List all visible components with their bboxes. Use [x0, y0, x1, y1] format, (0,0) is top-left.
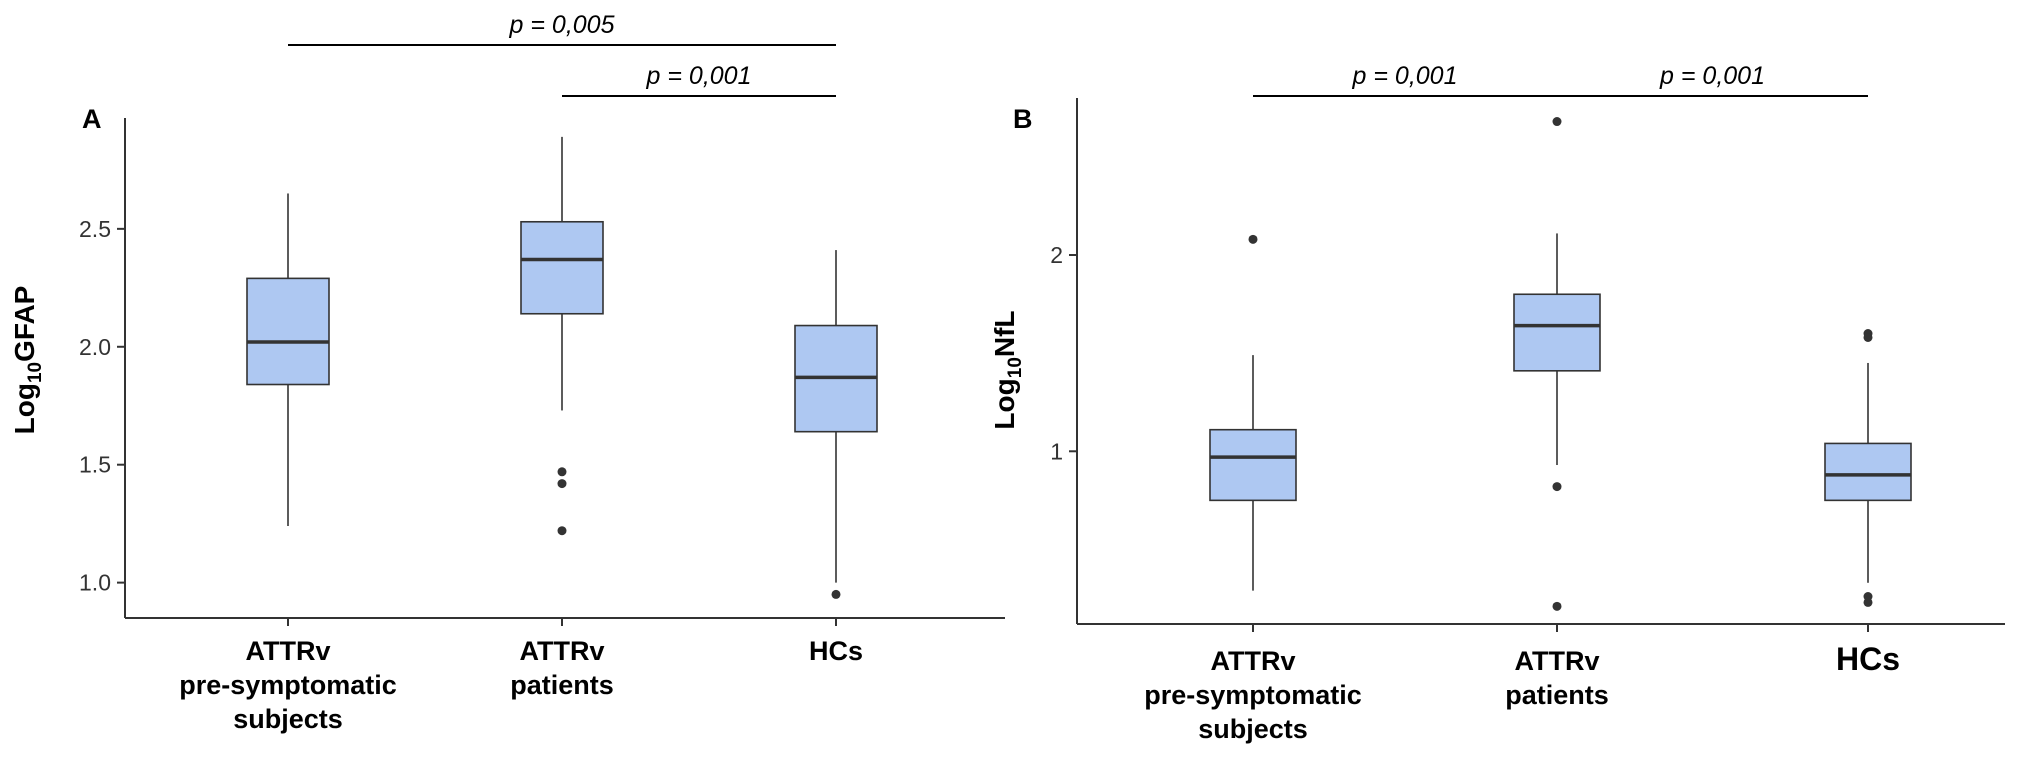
p-value-label: p = 0,005 [509, 11, 615, 39]
outlier-point [1863, 597, 1873, 607]
y-tick-label: 2.5 [79, 216, 111, 242]
outlier-point [1863, 332, 1873, 342]
panel-a: A Log10GFAP 1.0 1.5 2.0 2.5 ATTRv pre-symptomat… [9, 11, 1005, 734]
x-category-label: HCs [809, 636, 863, 666]
y-axis-label-base: Log [989, 378, 1020, 429]
x-category-label: patients [510, 670, 614, 700]
box-2: ATTRv patients [1505, 117, 1609, 710]
y-axis-label: Log10NfL [989, 310, 1026, 429]
box-1: ATTRv pre-symptomatic subjects [179, 193, 397, 734]
p-value-label: p = 0,001 [1659, 62, 1765, 90]
x-category-label: subjects [1198, 714, 1308, 744]
x-category-label: patients [1505, 680, 1609, 710]
iqr-box [246, 277, 330, 386]
outlier-point [1552, 482, 1562, 492]
box-1: ATTRv pre-symptomatic subjects [1144, 234, 1362, 744]
y-tick-label: 1.0 [79, 570, 111, 596]
outlier-point [831, 589, 841, 599]
x-category-label: subjects [233, 704, 343, 734]
iqr-box [1209, 428, 1297, 502]
panel-b: BLog10NfL12ATTRvpre-symptomaticsubjectsA… [989, 62, 2005, 744]
x-category-label: pre-symptomatic [179, 670, 397, 700]
x-category-label: HCs [1836, 641, 1900, 677]
y-axis-label-base: Log [9, 383, 40, 434]
y-tick-label: 1 [1050, 438, 1063, 464]
y-tick-label: 2 [1050, 242, 1063, 268]
x-category-label: ATTRv [246, 636, 331, 666]
outlier-point [557, 467, 567, 477]
panel-label: B [1013, 104, 1033, 134]
x-category-label: ATTRv [1211, 646, 1296, 676]
y-tick-label: 1.5 [79, 452, 111, 478]
iqr-box [520, 220, 604, 315]
outlier-point [1552, 601, 1562, 611]
box-3: HCs [1824, 329, 1912, 677]
iqr-box [1513, 293, 1601, 372]
outlier-point [1552, 117, 1562, 127]
x-category-label: ATTRv [520, 636, 605, 666]
x-category-label: ATTRv [1515, 646, 1600, 676]
y-axis-label-rest: NfL [989, 310, 1020, 357]
outlier-point [557, 479, 567, 489]
outlier-point [557, 526, 567, 536]
y-axis-label: Log10GFAP [9, 286, 46, 435]
p-value-label: p = 0,001 [646, 62, 752, 90]
iqr-box [1824, 442, 1912, 502]
y-tick-label: 2.0 [79, 334, 111, 360]
y-axis-label-subscript: 10 [1005, 357, 1026, 378]
y-axis-label-rest: GFAP [9, 286, 40, 362]
x-category-label: pre-symptomatic [1144, 680, 1362, 710]
y-axis-label-subscript: 10 [25, 362, 46, 383]
outlier-point [1248, 234, 1258, 244]
panel-label: A [82, 104, 102, 134]
p-value-label: p = 0,001 [1352, 62, 1458, 90]
box-3: HCs [794, 250, 878, 666]
box-2: ATTRv patients [510, 136, 614, 700]
